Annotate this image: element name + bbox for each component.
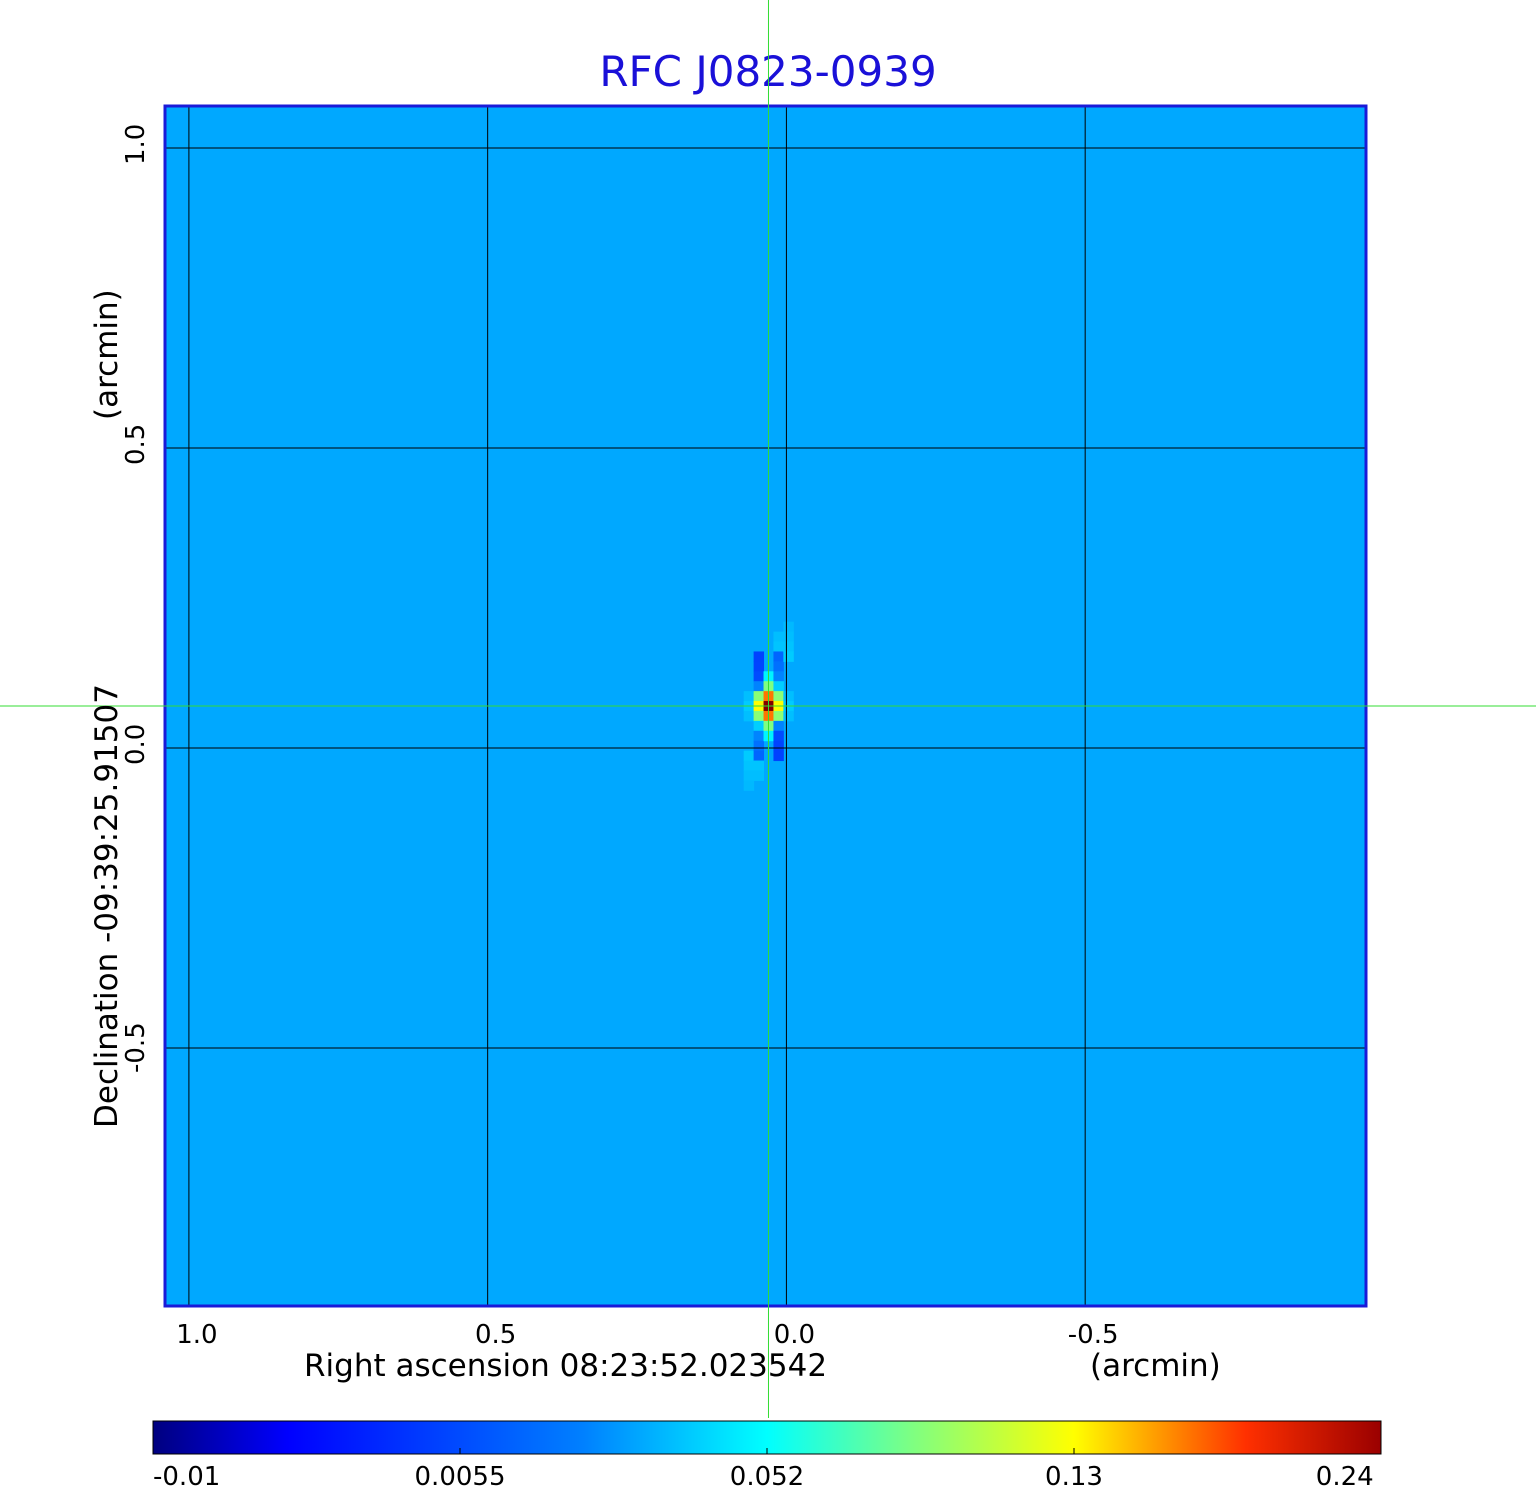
x-axis-label: Right ascension 08:23:52.023542: [304, 1348, 828, 1384]
y-axis-unit: (arcmin): [89, 289, 125, 420]
heatmap-cell: [773, 691, 784, 702]
heatmap-cell: [753, 740, 765, 752]
y-tick-label: -0.5: [121, 1022, 151, 1073]
heatmap-cell: [753, 671, 765, 682]
colorbar-tick-label: 0.24: [1315, 1462, 1374, 1492]
heatmap-cell: [783, 641, 794, 652]
y-tick-label: 0.5: [121, 423, 151, 465]
heatmap-cell: [773, 730, 784, 742]
crosshair: [0, 0, 1536, 1418]
heatmap-cell: [773, 661, 784, 672]
heatmap-cell: [753, 651, 765, 662]
heatmap-cell: [773, 710, 784, 722]
heatmap-cell: [773, 750, 784, 762]
heatmap-cell: [773, 720, 784, 732]
heatmap-cell: [753, 730, 765, 742]
heatmap-cell: [773, 681, 784, 692]
colorbar-tick-label: 0.0055: [414, 1462, 506, 1492]
heatmap-cell: [773, 631, 784, 643]
heatmap-cell: [743, 760, 755, 771]
y-tick-label: 1.0: [121, 123, 151, 165]
colorbar-tick-label: 0.13: [1045, 1462, 1103, 1492]
heatmap-cell: [753, 750, 765, 762]
heatmap-cell: [753, 760, 765, 771]
heatmap-cell: [783, 691, 794, 702]
heatmap-cell: [783, 651, 794, 662]
y-axis-label: Declination -09:39:25.91507: [89, 684, 125, 1128]
heatmap-cell: [753, 720, 765, 732]
heatmap-cell: [783, 631, 794, 643]
heatmap-cell: [753, 681, 765, 692]
x-tick-label: 1.0: [176, 1320, 218, 1350]
colorbar-tick-marks: [152, 1448, 1382, 1454]
heatmap-cell: [743, 780, 755, 791]
heatmap-cell: [773, 641, 784, 652]
heatmap-cell: [743, 710, 755, 722]
heatmap-cell: [783, 710, 794, 722]
heatmap-cell: [753, 661, 765, 672]
heatmap-cell: [783, 621, 794, 633]
heatmap-cell: [753, 710, 765, 722]
heatmap-cell: [743, 691, 755, 702]
x-axis-unit: (arcmin): [1090, 1348, 1221, 1384]
heatmap-cell: [753, 691, 765, 702]
heatmap-cell: [773, 740, 784, 752]
colorbar-tick-label: -0.01: [153, 1462, 221, 1492]
x-tick-label: 0.5: [474, 1320, 517, 1350]
heatmap-cell: [773, 651, 784, 662]
y-tick-label: 0.0: [121, 723, 151, 765]
colorbar-tick-label: 0.052: [729, 1462, 805, 1492]
x-tick-label: -0.5: [1067, 1320, 1119, 1350]
heatmap-cell: [743, 770, 755, 781]
heatmap-cell: [773, 671, 784, 682]
heatmap-cell: [753, 770, 765, 781]
x-tick-label: 0.0: [773, 1320, 816, 1350]
heatmap-cell: [743, 750, 755, 762]
